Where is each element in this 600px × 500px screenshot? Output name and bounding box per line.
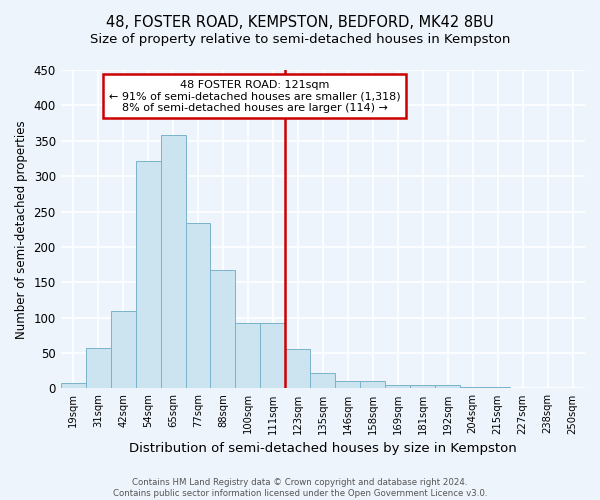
- Bar: [211, 270, 235, 388]
- Bar: [310, 373, 335, 388]
- Bar: [335, 382, 360, 388]
- Bar: [235, 324, 260, 388]
- Bar: [435, 385, 460, 388]
- Y-axis label: Number of semi-detached properties: Number of semi-detached properties: [15, 120, 28, 338]
- Bar: [460, 387, 485, 388]
- Text: 48 FOSTER ROAD: 121sqm
← 91% of semi-detached houses are smaller (1,318)
8% of s: 48 FOSTER ROAD: 121sqm ← 91% of semi-det…: [109, 80, 400, 113]
- Text: Contains HM Land Registry data © Crown copyright and database right 2024.
Contai: Contains HM Land Registry data © Crown c…: [113, 478, 487, 498]
- Bar: [61, 383, 86, 388]
- X-axis label: Distribution of semi-detached houses by size in Kempston: Distribution of semi-detached houses by …: [129, 442, 517, 455]
- Text: Size of property relative to semi-detached houses in Kempston: Size of property relative to semi-detach…: [90, 32, 510, 46]
- Bar: [286, 349, 310, 389]
- Bar: [260, 324, 286, 388]
- Bar: [410, 385, 435, 388]
- Bar: [86, 348, 110, 389]
- Bar: [385, 385, 410, 388]
- Bar: [185, 223, 211, 388]
- Bar: [161, 135, 185, 388]
- Bar: [110, 310, 136, 388]
- Bar: [136, 160, 161, 388]
- Bar: [485, 387, 510, 388]
- Bar: [360, 382, 385, 388]
- Text: 48, FOSTER ROAD, KEMPSTON, BEDFORD, MK42 8BU: 48, FOSTER ROAD, KEMPSTON, BEDFORD, MK42…: [106, 15, 494, 30]
